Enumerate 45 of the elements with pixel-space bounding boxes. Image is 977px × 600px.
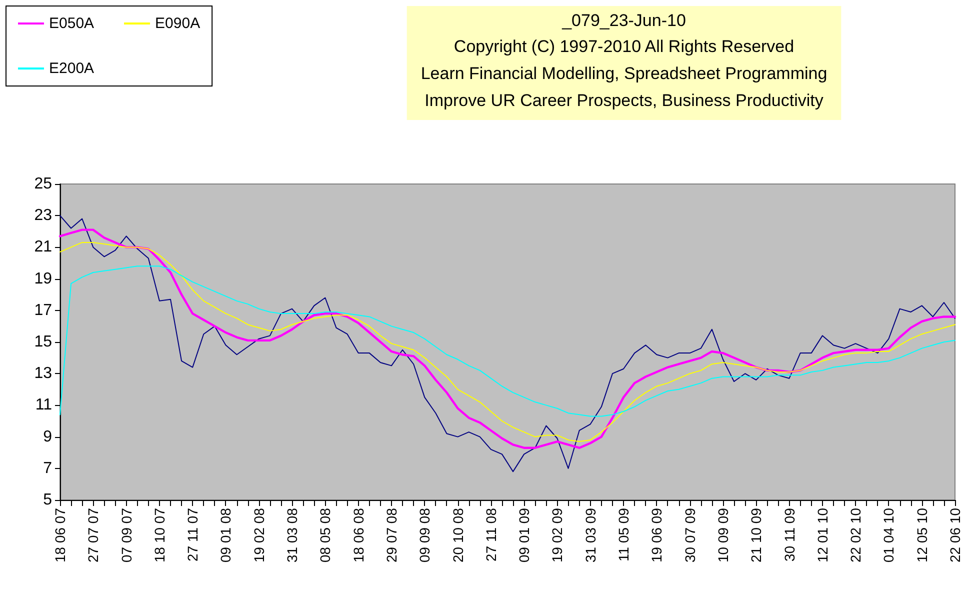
x-tick-label: 20 10 08 — [450, 508, 466, 562]
x-tick-label: 27 07 07 — [85, 508, 102, 562]
line-series — [60, 266, 956, 417]
x-tick-label: 19 02 09 — [549, 508, 566, 562]
y-tick-label: 9 — [43, 428, 52, 446]
x-tick-label: 09 09 08 — [416, 508, 433, 562]
x-tick-label: 12 05 10 — [914, 508, 930, 562]
y-tick-label: 13 — [34, 365, 52, 382]
y-tick-label: 5 — [43, 492, 52, 508]
x-tick-label: 09 01 08 — [218, 508, 234, 562]
x-tick-label: 19 06 09 — [648, 508, 665, 562]
x-tick-label: 18 10 07 — [151, 508, 168, 562]
x-tick-label: 18 06 07 — [52, 508, 68, 562]
y-tick-label: 15 — [34, 334, 52, 350]
x-tick-label: 07 09 07 — [118, 508, 134, 562]
x-tick-label: 01 04 10 — [880, 508, 897, 562]
chart-title: _079_23-Jun-10 — [561, 11, 686, 30]
x-tick-label: 09 01 09 — [516, 508, 532, 562]
y-tick-label: 23 — [34, 207, 52, 224]
x-tick-label: 12 01 10 — [814, 508, 830, 562]
x-tick-label: 21 10 09 — [748, 508, 764, 562]
x-tick-label: 27 11 07 — [184, 508, 201, 562]
y-tick-label: 19 — [34, 270, 52, 288]
x-tick-label: 11 05 09 — [616, 508, 632, 562]
legend-label: E200A — [49, 60, 94, 77]
legend-label: E050A — [49, 15, 94, 32]
chart-subtitle: Copyright (C) 1997-2010 All Rights Reserved Learn Financial Modelling, Spreadsheet Programming Improve UR Career Prospects, Business Productivity — [420, 37, 828, 110]
x-tick-label: 18 06 08 — [350, 508, 366, 562]
x-tick-label: 19 02 08 — [250, 508, 267, 562]
y-tick-label: 7 — [43, 460, 52, 477]
x-tick-label: 31 03 08 — [284, 508, 300, 562]
y-tick-label: 21 — [34, 238, 52, 256]
x-tick-label: 31 03 09 — [582, 508, 598, 562]
y-tick-label: 25 — [34, 176, 52, 192]
y-tick-label: 17 — [34, 302, 52, 319]
x-tick-label: 27 11 08 — [482, 508, 499, 562]
x-tick-label: 22 02 10 — [848, 508, 864, 562]
y-tick-label: 11 — [35, 396, 52, 414]
x-tick-label: 10 09 09 — [714, 508, 731, 562]
x-tick-label: 30 07 09 — [682, 508, 698, 562]
x-tick-label: 08 05 08 — [317, 508, 334, 562]
legend-label: E090A — [155, 15, 200, 32]
x-tick-label: 22 06 10 — [947, 508, 963, 562]
x-tick-label: 30 11 09 — [781, 508, 798, 562]
x-tick-label: 29 07 08 — [383, 508, 400, 562]
